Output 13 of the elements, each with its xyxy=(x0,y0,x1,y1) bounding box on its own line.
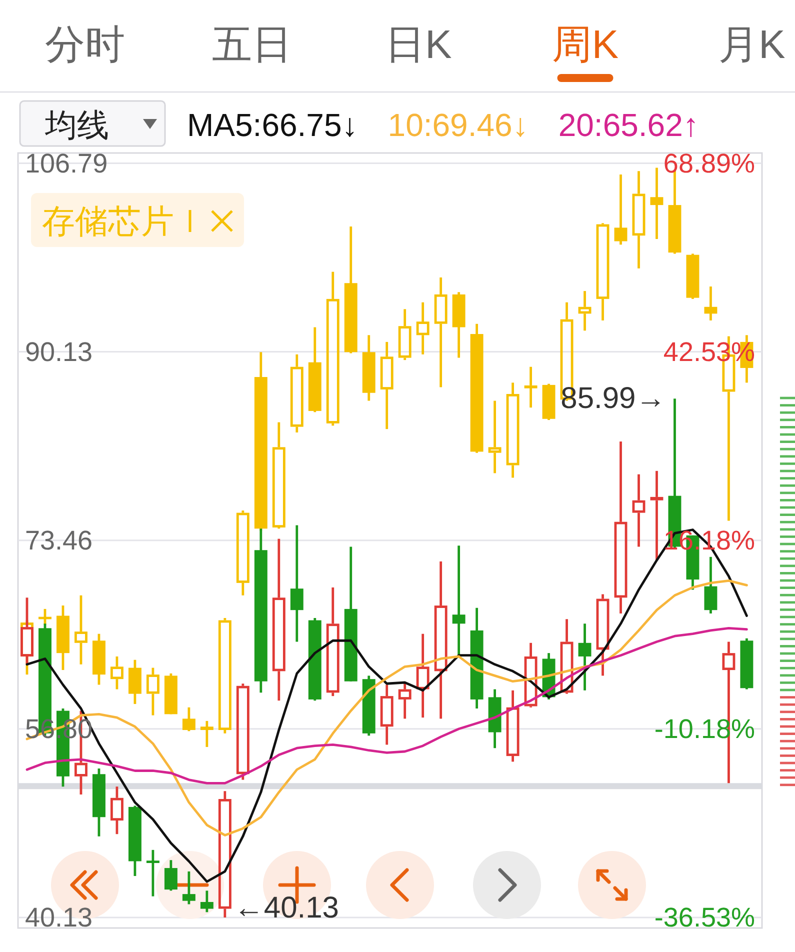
tabs: 分时 五日 日K 周K 月K xyxy=(45,23,786,82)
y2-tick-label: 68.89% xyxy=(663,148,755,178)
y-tick-label: 73.46 xyxy=(25,525,93,556)
y-tick-label: 106.79 xyxy=(25,148,108,178)
chart-title: 周K xyxy=(552,23,619,67)
legend-title: 均线 xyxy=(44,107,109,143)
annotation: 85.99→ xyxy=(560,382,666,416)
legend-tag: 存储芯片 xyxy=(31,193,244,247)
y-tick-label: 90.13 xyxy=(25,336,93,367)
y2-tick-label: -36.53% xyxy=(654,902,755,932)
y-tick-label: 40.13 xyxy=(25,902,93,932)
annotation: ←40.13 xyxy=(234,892,339,924)
legend: 均线 MA5:66.75↓ 10:69.46↓ 20:65.62↑ xyxy=(19,100,699,147)
